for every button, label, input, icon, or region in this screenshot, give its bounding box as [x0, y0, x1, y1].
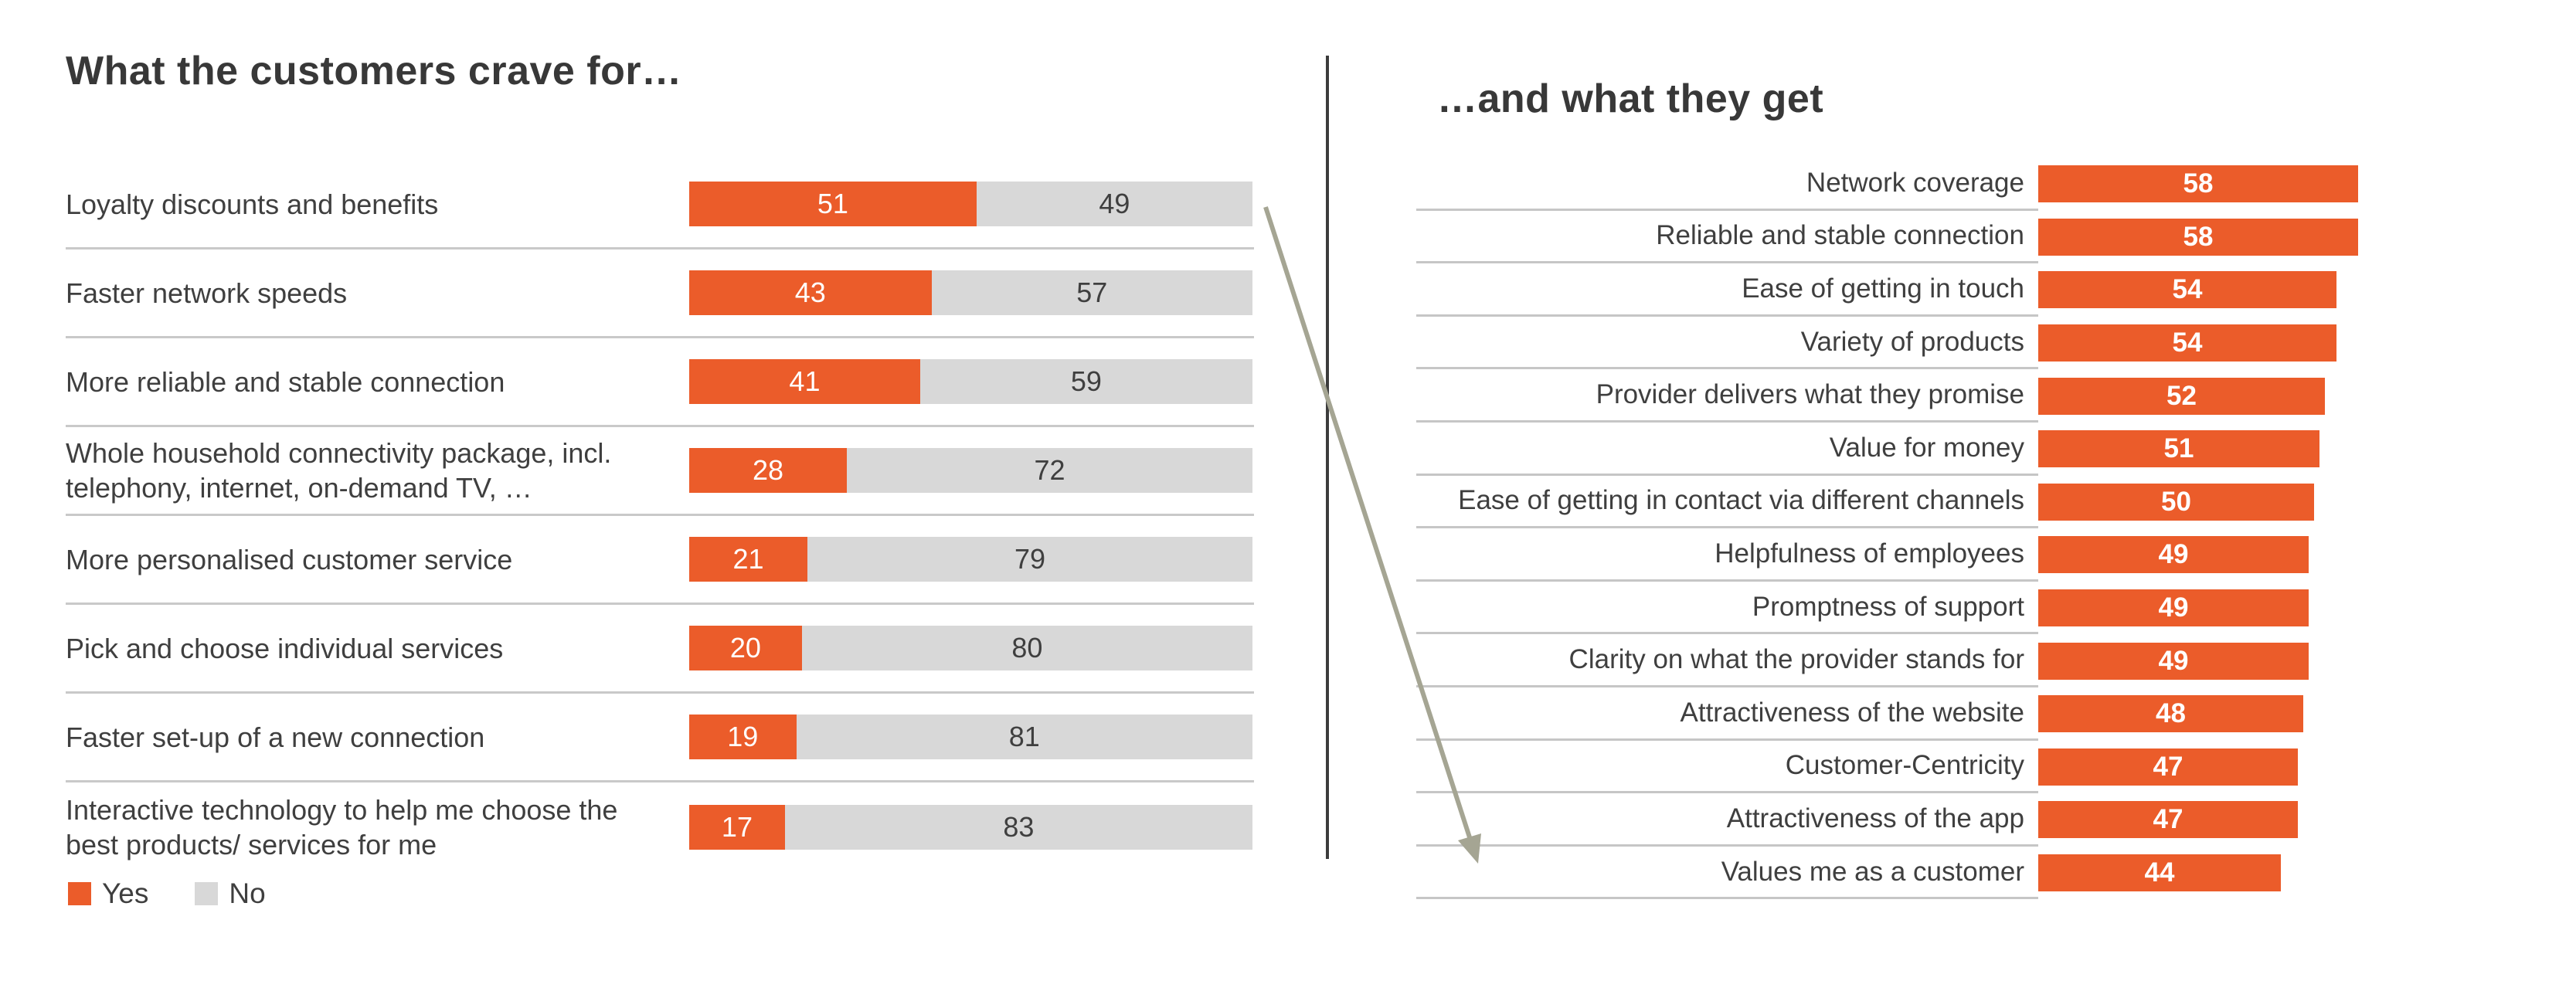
category-label: Interactive technology to help me choose… [66, 793, 618, 860]
value-bar: 52 [2038, 377, 2325, 415]
category-label: Helpfulness of employees [1416, 528, 2038, 582]
no-bar-segment: 49 [976, 182, 1252, 226]
category-label: Ease of getting in touch [1416, 263, 2038, 317]
no-bar-segment: 80 [801, 626, 1252, 670]
left-chart-row: Faster network speeds 43 57 [66, 249, 1254, 338]
left-chart-rows: Loyalty discounts and benefits 51 49 Faster… [66, 161, 1254, 871]
value-bar: 44 [2038, 854, 2281, 892]
left-chart-row: More reliable and stable connection 41 59 [66, 338, 1254, 427]
right-chart-row: Reliable and stable connection 58 [1416, 211, 2513, 264]
left-chart-row: Whole household connectivity package, in… [66, 427, 1254, 516]
category-label: Whole household connectivity package, in… [66, 437, 612, 504]
right-chart-rows: Network coverage 58 Reliable and stable co… [1416, 158, 2513, 900]
no-bar-segment: 81 [796, 715, 1252, 759]
category-label: Variety of products [1416, 317, 2038, 370]
no-bar-segment: 83 [784, 804, 1252, 850]
panel-divider-line [1326, 56, 1329, 859]
category-label: Promptness of support [1416, 582, 2038, 635]
category-label: Clarity on what the provider stands for [1416, 634, 2038, 687]
category-label: Faster network speeds [66, 277, 348, 309]
right-chart-row: Ease of getting in touch 54 [1416, 263, 2513, 317]
category-label: Reliable and stable connection [1416, 211, 2038, 264]
value-bar: 49 [2038, 536, 2309, 574]
category-label: Faster set-up of a new connection [66, 721, 485, 753]
left-chart-row: More personalised customer service 21 79 [66, 516, 1254, 605]
category-label: Pick and choose individual services [66, 632, 504, 664]
legend-yes-swatch [68, 882, 91, 905]
value-bar: 58 [2038, 218, 2358, 256]
left-chart-row: Loyalty discounts and benefits 51 49 [66, 161, 1254, 249]
yes-bar-segment: 17 [689, 804, 785, 850]
right-chart-row: Clarity on what the provider stands for 4… [1416, 634, 2513, 687]
left-chart-title: What the customers crave for… [66, 49, 682, 93]
category-label: Loyalty discounts and benefits [66, 188, 439, 220]
category-label: Attractiveness of the app [1416, 793, 2038, 847]
value-bar: 54 [2038, 324, 2336, 362]
legend-item-yes: Yes [68, 877, 148, 910]
category-label: Network coverage [1416, 158, 2038, 211]
value-bar: 49 [2038, 642, 2309, 680]
right-chart-row: Helpfulness of employees 49 [1416, 528, 2513, 582]
stacked-bar: 19 81 [689, 715, 1252, 759]
right-chart-row: Variety of products 54 [1416, 317, 2513, 370]
category-label: Provider delivers what they promise [1416, 369, 2038, 423]
category-label: Values me as a customer [1416, 847, 2038, 900]
left-chart-legend: Yes No [68, 877, 266, 910]
stacked-bar: 51 49 [689, 182, 1252, 226]
value-bar: 47 [2038, 801, 2298, 839]
left-chart-row: Interactive technology to help me choose… [66, 782, 1254, 871]
right-chart-row: Provider delivers what they promise 52 [1416, 369, 2513, 423]
yes-bar-segment: 43 [689, 270, 932, 315]
no-bar-segment: 59 [919, 359, 1252, 404]
right-chart-row: Ease of getting in contact via different… [1416, 476, 2513, 529]
category-label: Value for money [1416, 423, 2038, 476]
value-bar: 58 [2038, 165, 2358, 203]
left-chart-row: Pick and choose individual services 20 80 [66, 605, 1254, 694]
category-label: Attractiveness of the website [1416, 687, 2038, 741]
category-label: Ease of getting in contact via different… [1416, 476, 2038, 529]
value-bar: 50 [2038, 483, 2314, 521]
right-chart-row: Value for money 51 [1416, 423, 2513, 476]
left-chart-row: Faster set-up of a new connection 19 81 [66, 694, 1254, 782]
yes-bar-segment: 51 [689, 182, 977, 226]
no-bar-segment: 79 [807, 537, 1252, 582]
stacked-bar: 21 79 [689, 537, 1252, 582]
legend-item-no: No [195, 877, 266, 910]
yes-bar-segment: 19 [689, 715, 797, 759]
right-chart-row: Promptness of support 49 [1416, 582, 2513, 635]
stacked-bar: 20 80 [689, 626, 1252, 670]
yes-bar-segment: 28 [689, 448, 848, 493]
category-label: More personalised customer service [66, 543, 513, 575]
value-bar: 48 [2038, 695, 2303, 733]
right-chart-row: Values me as a customer 44 [1416, 847, 2513, 900]
right-chart-title: …and what they get [1437, 76, 1824, 121]
stacked-bar: 17 83 [689, 804, 1252, 850]
right-chart-row: Network coverage 58 [1416, 158, 2513, 211]
legend-no-label: No [229, 877, 266, 909]
legend-yes-label: Yes [102, 877, 149, 909]
category-label: More reliable and stable connection [66, 365, 505, 398]
legend-no-swatch [195, 882, 219, 905]
yes-bar-segment: 41 [689, 359, 920, 404]
stacked-bar: 28 72 [689, 448, 1252, 493]
right-chart-row: Customer-Centricity 47 [1416, 741, 2513, 794]
value-bar: 47 [2038, 748, 2298, 786]
stacked-bar: 41 59 [689, 359, 1252, 404]
stacked-bar: 43 57 [689, 270, 1252, 315]
value-bar: 49 [2038, 589, 2309, 627]
value-bar: 54 [2038, 271, 2336, 309]
value-bar: 51 [2038, 430, 2319, 468]
yes-bar-segment: 20 [689, 626, 802, 670]
right-chart-row: Attractiveness of the website 48 [1416, 687, 2513, 741]
no-bar-segment: 72 [847, 448, 1252, 493]
yes-bar-segment: 21 [689, 537, 808, 582]
category-label: Customer-Centricity [1416, 741, 2038, 794]
no-bar-segment: 57 [931, 270, 1252, 315]
right-chart-row: Attractiveness of the app 47 [1416, 793, 2513, 847]
